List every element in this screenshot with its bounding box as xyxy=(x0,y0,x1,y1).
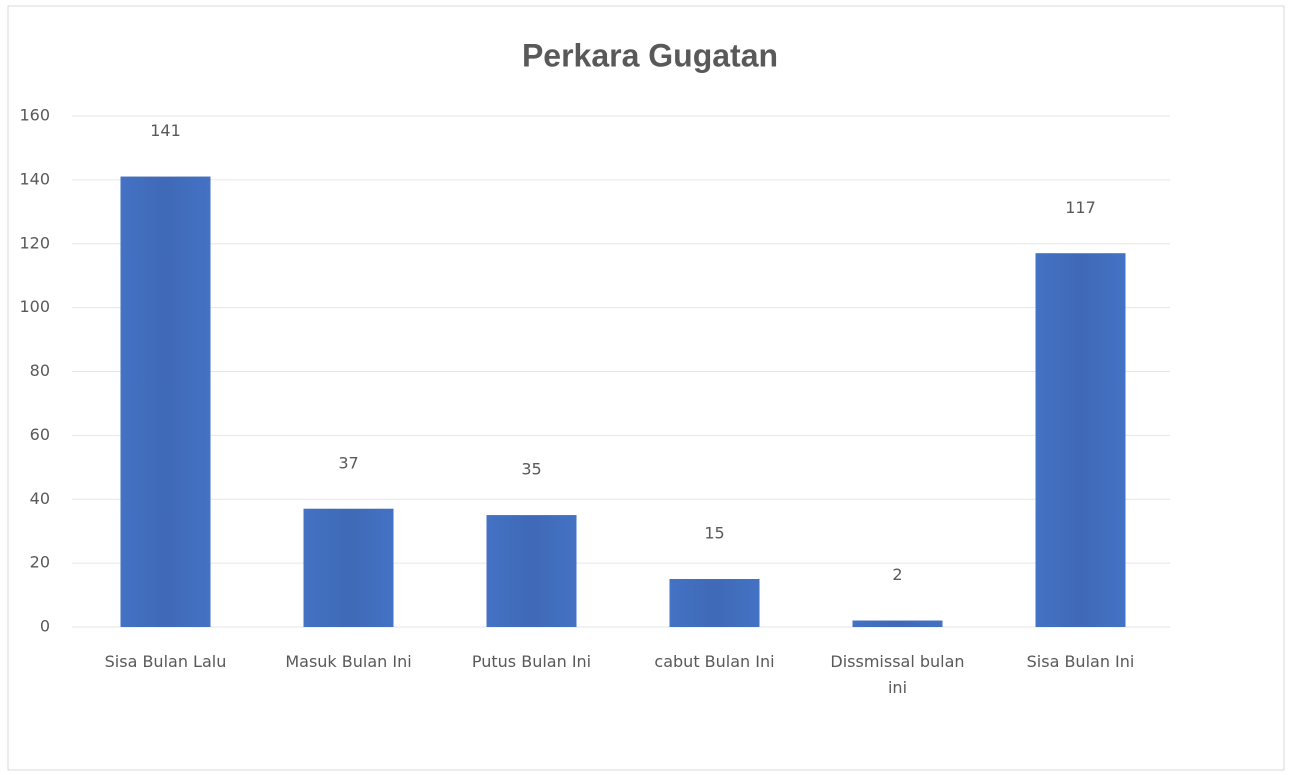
y-tick-label: 160 xyxy=(19,106,50,125)
y-tick-label: 140 xyxy=(19,169,50,188)
x-tick-label: Dissmissal bulan ini xyxy=(830,652,965,697)
y-tick-label: 100 xyxy=(19,297,50,316)
bar xyxy=(852,620,943,627)
bar xyxy=(303,508,394,627)
chart-title: Perkara Gugatan xyxy=(522,37,778,73)
data-label: 2 xyxy=(892,565,902,584)
data-label: 141 xyxy=(150,121,181,140)
bar xyxy=(669,579,760,627)
y-tick-label: 40 xyxy=(30,489,50,508)
data-label: 35 xyxy=(521,460,541,479)
x-tick-label: Masuk Bulan Ini xyxy=(285,652,412,671)
x-tick-label: Sisa Bulan Lalu xyxy=(104,652,227,671)
chart-border xyxy=(7,5,1285,771)
data-label: 15 xyxy=(704,524,724,543)
x-tick-label: Sisa Bulan Ini xyxy=(1026,652,1135,671)
y-tick-label: 20 xyxy=(30,553,50,572)
bar xyxy=(486,515,577,627)
x-tick-label: cabut Bulan Ini xyxy=(654,652,775,671)
bar xyxy=(120,176,211,627)
data-label: 117 xyxy=(1065,198,1096,217)
bar xyxy=(1035,253,1126,628)
x-tick-label: Putus Bulan Ini xyxy=(471,652,592,671)
y-tick-label: 0 xyxy=(40,617,50,636)
y-tick-label: 60 xyxy=(30,425,50,444)
y-tick-label: 80 xyxy=(30,361,50,380)
data-label: 37 xyxy=(338,453,358,472)
y-tick-label: 120 xyxy=(19,233,50,252)
